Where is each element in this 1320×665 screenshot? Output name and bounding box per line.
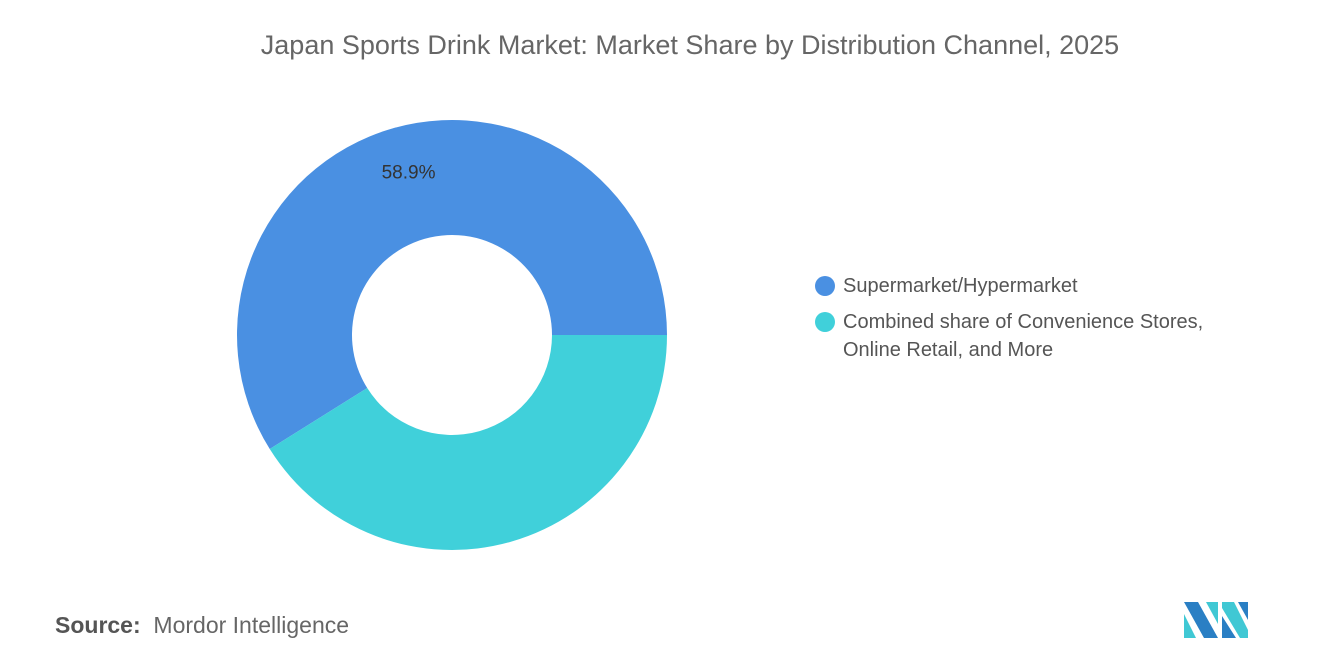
donut-chart: 58.9%: [237, 120, 668, 551]
legend-swatch: [815, 276, 835, 296]
source-note: Source: Mordor Intelligence: [55, 612, 349, 639]
donut-slice-1[interactable]: [269, 335, 667, 551]
donut-slice-0[interactable]: [237, 120, 668, 450]
legend-label: Combined share of Convenience Stores, On…: [843, 311, 1204, 361]
data-label: 58.9%: [382, 163, 436, 184]
source-label: Source:: [55, 612, 141, 638]
legend-swatch: [815, 312, 835, 332]
chart-title: Japan Sports Drink Market: Market Share …: [260, 30, 1120, 60]
legend-item-combined[interactable]: Combined share of Convenience Stores, On…: [815, 308, 1263, 364]
source-value: Mordor Intelligence: [153, 612, 350, 638]
legend-label: Supermarket/Hypermarket: [843, 275, 1078, 297]
legend-item-supermarket[interactable]: Supermarket/Hypermarket: [815, 272, 1263, 300]
legend: Supermarket/Hypermarket Combined share o…: [815, 272, 1263, 372]
mordor-logo-icon: [1184, 602, 1248, 638]
